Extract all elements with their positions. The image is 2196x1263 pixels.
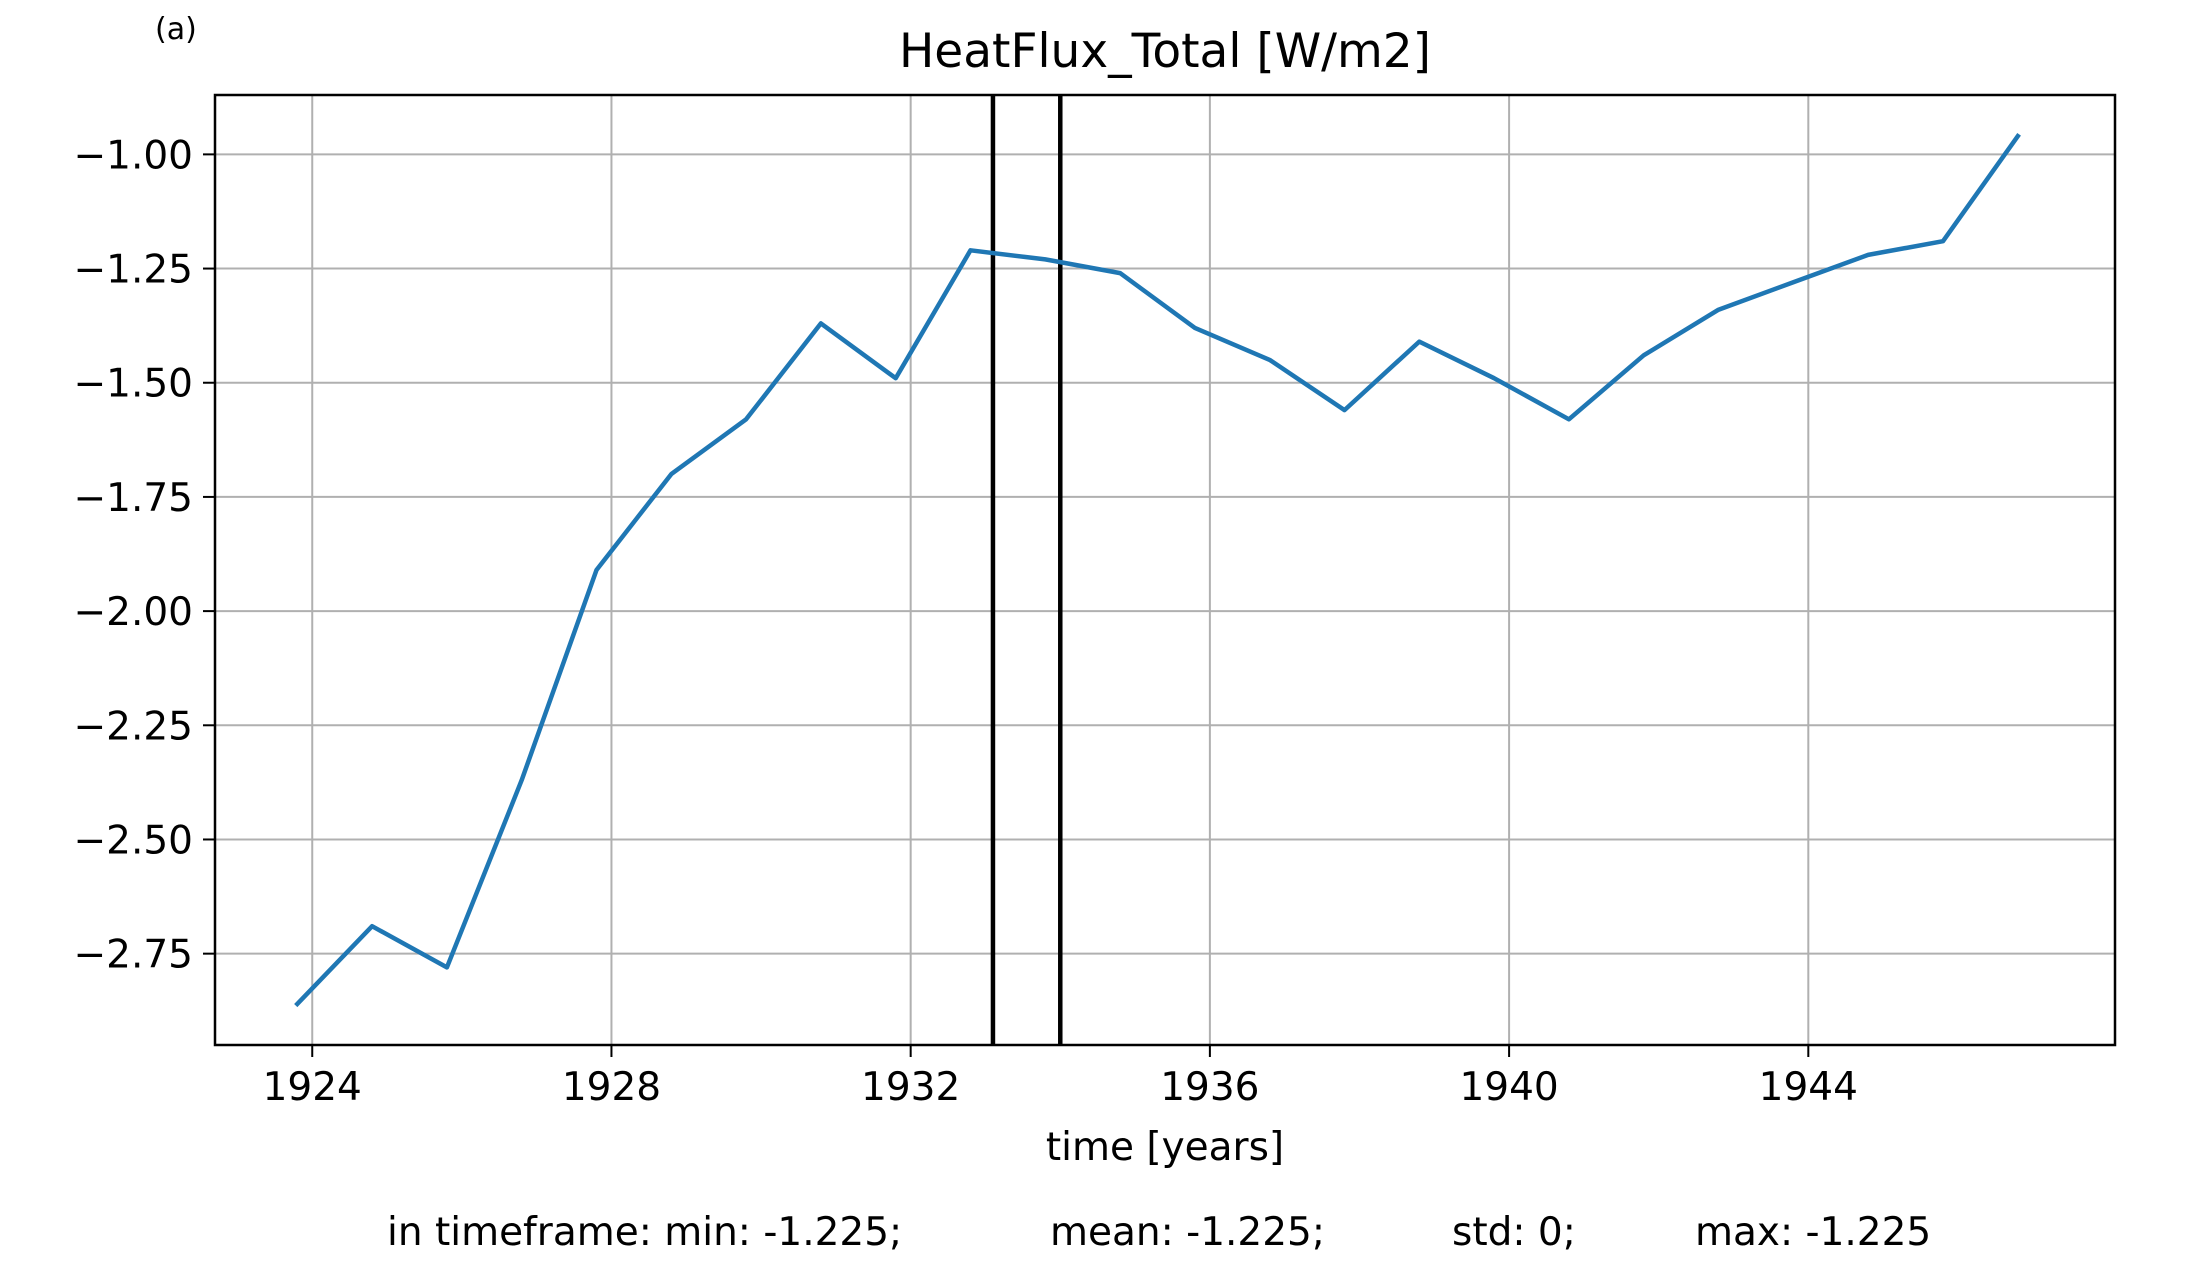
stats-std: std: 0; [1452, 1210, 1576, 1255]
axes-ticks: 1924 1928 1932 1936 1940 1944 −1.00 −1.25 −1.50 −… [73, 133, 1857, 1110]
timeframe-markers [990, 95, 1063, 1045]
x-tick-label: 1940 [1459, 1065, 1558, 1110]
y-tick-label: −2.75 [73, 933, 193, 978]
y-tick-label: −1.25 [73, 248, 193, 293]
y-tick-label: −1.75 [73, 476, 193, 521]
x-tick-label: 1924 [263, 1065, 362, 1110]
x-tick-label: 1928 [562, 1065, 661, 1110]
y-tick-label: −2.25 [73, 704, 193, 749]
panel-label: (a) [155, 12, 197, 47]
y-tick-label: −1.50 [73, 362, 193, 407]
x-axis-label: time [years] [1045, 1125, 1285, 1170]
y-tick-label: −1.00 [73, 133, 193, 178]
series [294, 132, 2021, 1008]
stats-max: max: -1.225 [1695, 1210, 1932, 1255]
x-tick-label: 1936 [1160, 1065, 1259, 1110]
plot-frame [213, 93, 2117, 1047]
y-tick-label: −2.00 [73, 590, 193, 635]
x-tick-label: 1944 [1759, 1065, 1858, 1110]
chart-title: HeatFlux_Total [W/m2] [898, 24, 1432, 79]
series-line [294, 132, 2021, 1008]
stats-mean: mean: -1.225; [1050, 1210, 1325, 1255]
stats-min: in timeframe: min: -1.225; [387, 1210, 903, 1255]
y-tick-label: −2.50 [73, 818, 193, 863]
grid [215, 95, 2115, 1045]
x-tick-label: 1932 [861, 1065, 960, 1110]
